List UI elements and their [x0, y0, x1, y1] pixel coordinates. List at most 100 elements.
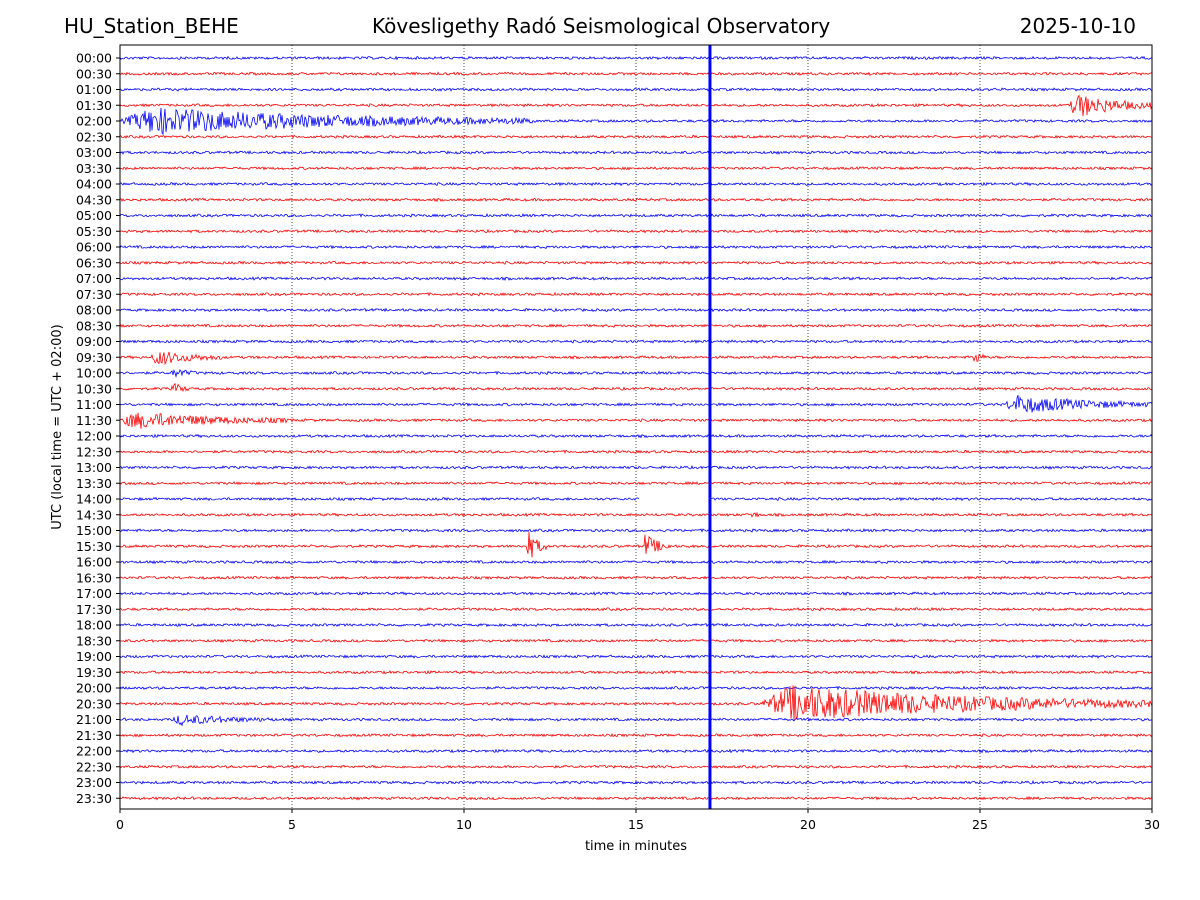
row-time-label: 02:30 — [76, 129, 112, 144]
trace-1930 — [119, 669, 1153, 675]
trace-1800 — [119, 622, 1153, 628]
trace-0830 — [119, 323, 1153, 329]
trace-0430 — [119, 197, 1153, 203]
trace-1900 — [119, 654, 1153, 659]
row-time-label: 01:30 — [76, 98, 112, 113]
trace-0300 — [119, 150, 1153, 155]
trace-1500 — [119, 528, 1153, 533]
x-tick-label: 30 — [1144, 817, 1160, 832]
row-time-label: 17:00 — [76, 586, 112, 601]
row-time-label: 08:30 — [76, 318, 112, 333]
row-time-label: 21:30 — [76, 728, 112, 743]
trace-0700 — [119, 276, 1153, 281]
row-time-label: 16:00 — [76, 555, 112, 570]
row-time-label: 07:30 — [76, 287, 112, 302]
row-time-label: 02:00 — [76, 114, 112, 129]
row-time-label: 14:00 — [76, 492, 112, 507]
row-time-label: 17:30 — [76, 602, 112, 617]
row-time-label: 21:00 — [76, 712, 112, 727]
trace-1300 — [119, 465, 1153, 470]
trace-1430 — [119, 511, 1153, 518]
row-time-label: 16:30 — [76, 570, 112, 585]
row-time-label: 19:00 — [76, 649, 112, 664]
trace-1830 — [119, 638, 1153, 644]
x-tick-label: 0 — [116, 817, 124, 832]
trace-0100 — [119, 87, 1153, 92]
trace-0400 — [119, 181, 1153, 187]
trace-1600 — [119, 559, 1153, 565]
trace-0130 — [119, 94, 1153, 116]
trace-2130 — [119, 732, 1153, 738]
trace-1030 — [119, 382, 1153, 392]
row-time-label: 22:30 — [76, 759, 112, 774]
row-time-label: 23:00 — [76, 775, 112, 790]
trace-1200 — [119, 433, 1153, 439]
row-time-label: 00:00 — [76, 51, 112, 66]
trace-1700 — [119, 591, 1153, 596]
row-time-label: 11:00 — [76, 397, 112, 412]
row-time-label: 22:00 — [76, 744, 112, 759]
trace-0900 — [119, 339, 1153, 344]
trace-0530 — [119, 228, 1153, 234]
row-time-label: 08:00 — [76, 303, 112, 318]
row-time-label: 09:30 — [76, 350, 112, 365]
trace-0930 — [119, 351, 1153, 366]
trace-2200 — [119, 748, 1153, 754]
row-time-label: 03:00 — [76, 145, 112, 160]
x-axis-label: time in minutes — [585, 839, 687, 854]
row-time-label: 06:30 — [76, 255, 112, 270]
trace-1530 — [119, 531, 1153, 558]
trace-1330 — [119, 480, 1153, 486]
x-tick-label: 20 — [800, 817, 816, 832]
trace-2230 — [119, 764, 1153, 769]
y-axis-label: UTC (local time = UTC + 02:00) — [50, 324, 65, 529]
x-tick-label: 5 — [288, 817, 296, 832]
row-time-label: 04:30 — [76, 192, 112, 207]
trace-0500 — [119, 213, 1153, 218]
row-time-label: 19:30 — [76, 665, 112, 680]
trace-1630 — [119, 575, 1153, 581]
trace-0000 — [119, 55, 1153, 61]
x-tick-label: 10 — [456, 817, 472, 832]
row-time-label: 11:30 — [76, 413, 112, 428]
trace-2000 — [119, 685, 1153, 691]
trace-2330 — [119, 795, 1153, 801]
trace-1000 — [119, 369, 1153, 378]
row-time-label: 20:30 — [76, 696, 112, 711]
row-time-label: 09:00 — [76, 334, 112, 349]
row-time-label: 15:30 — [76, 539, 112, 554]
trace-0730 — [119, 291, 1153, 297]
row-time-label: 03:30 — [76, 161, 112, 176]
observatory-title: Kövesligethy Radó Seismological Observat… — [372, 14, 831, 38]
trace-2030 — [119, 685, 1153, 721]
row-time-label: 00:30 — [76, 66, 112, 81]
row-time-label: 18:30 — [76, 633, 112, 648]
row-time-label: 14:30 — [76, 507, 112, 522]
trace-0600 — [119, 244, 1153, 250]
trace-1730 — [119, 606, 1153, 612]
row-time-label: 12:00 — [76, 429, 112, 444]
row-time-label: 12:30 — [76, 444, 112, 459]
row-time-label: 06:00 — [76, 240, 112, 255]
date-label: 2025-10-10 — [1019, 14, 1136, 38]
trace-1230 — [119, 449, 1153, 454]
row-time-label: 05:30 — [76, 224, 112, 239]
row-time-label: 05:00 — [76, 208, 112, 223]
row-time-label: 01:00 — [76, 82, 112, 97]
trace-0800 — [119, 307, 1153, 313]
trace-2300 — [119, 780, 1153, 785]
trace-1130 — [119, 412, 1153, 429]
row-time-label: 10:00 — [76, 366, 112, 381]
trace-0330 — [119, 165, 1153, 171]
trace-0630 — [119, 260, 1153, 266]
row-time-label: 20:00 — [76, 681, 112, 696]
row-time-label: 23:30 — [76, 791, 112, 806]
row-time-label: 13:00 — [76, 460, 112, 475]
trace-1400 — [119, 496, 1153, 502]
row-time-label: 04:00 — [76, 177, 112, 192]
x-tick-label: 15 — [628, 817, 644, 832]
x-tick-label: 25 — [972, 817, 988, 832]
station-label: HU_Station_BEHE — [64, 14, 239, 38]
row-time-label: 18:00 — [76, 618, 112, 633]
